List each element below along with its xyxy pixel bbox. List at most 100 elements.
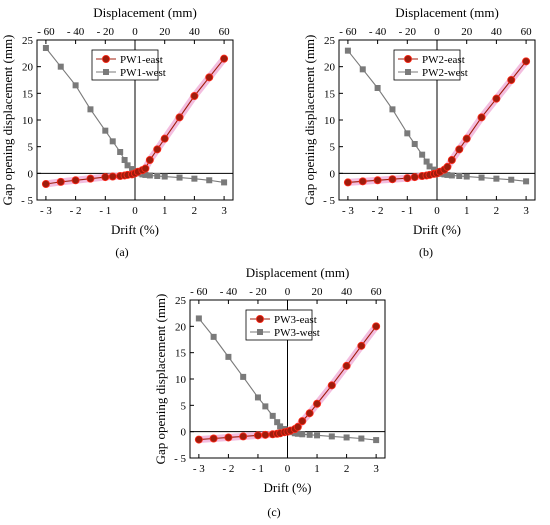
data-point: [463, 173, 470, 180]
y-tick-label: 0: [181, 427, 187, 439]
data-point: [314, 432, 321, 439]
y-tick-label: 25: [175, 295, 187, 307]
y-tick-label: 20: [324, 62, 336, 74]
x-tick-label: - 1: [252, 463, 264, 475]
data-point: [262, 403, 269, 410]
data-point: [373, 176, 382, 185]
data-point: [261, 430, 270, 439]
data-point: [327, 381, 336, 390]
data-point: [274, 419, 281, 426]
data-point: [298, 417, 307, 426]
data-point: [57, 63, 64, 70]
data-point: [493, 175, 500, 182]
data-point: [176, 174, 183, 181]
x2-tick-label: - 40: [369, 26, 387, 38]
data-point: [161, 173, 168, 180]
x2-tick-label: 0: [132, 26, 138, 38]
data-point: [508, 176, 515, 183]
data-point: [389, 106, 396, 113]
data-point: [372, 322, 381, 331]
data-point: [342, 361, 351, 370]
x-tick-label: 1: [464, 205, 470, 217]
data-point: [141, 164, 150, 173]
data-point: [328, 433, 335, 440]
x2-axis-title: Displacement (mm): [395, 5, 499, 20]
x-tick-label: - 2: [372, 205, 384, 217]
chart-panel-1: - 3 - 2 - 1 0 1 2 3 - 60 - 40 - 20 0 20 40 60 - 5 0 5 10 1…: [0, 5, 234, 259]
data-point: [101, 173, 110, 182]
data-point: [462, 134, 471, 143]
data-point: [359, 66, 366, 73]
x-tick-label: 2: [192, 205, 198, 217]
y-tick-label: - 5: [174, 453, 186, 465]
legend-entry: PW3-east: [274, 314, 317, 326]
data-point: [206, 177, 213, 184]
data-point: [343, 434, 350, 441]
x-axis-title: Drift (%): [111, 222, 159, 237]
data-point: [220, 54, 229, 63]
data-point: [71, 176, 80, 185]
data-point: [56, 177, 65, 186]
y-tick-label: 15: [175, 348, 187, 360]
x2-tick-label: 60: [371, 286, 383, 298]
data-point: [41, 179, 50, 188]
chart-panel-2: - 3 - 2 - 1 0 1 2 3 - 60 - 40 - 20 0 20 40 60 - 5 0 5 10 1…: [302, 5, 536, 259]
legend-entry: PW1-west: [120, 67, 166, 79]
data-point: [175, 113, 184, 122]
data-point: [253, 431, 262, 440]
x-tick-label: 3: [523, 205, 529, 217]
data-point: [443, 162, 452, 171]
data-point: [224, 433, 233, 442]
x-tick-label: 0: [132, 205, 138, 217]
legend-marker: [257, 329, 263, 335]
legend-marker: [255, 314, 264, 323]
legend-marker: [102, 55, 111, 64]
data-point: [426, 163, 433, 170]
data-point: [455, 145, 464, 154]
data-point: [447, 155, 456, 164]
data-point: [160, 134, 169, 143]
series-PW3-east: [194, 322, 381, 444]
data-point: [109, 138, 116, 145]
data-point: [154, 173, 161, 179]
x2-tick-label: 20: [159, 26, 171, 38]
data-point: [146, 172, 153, 179]
data-point: [444, 171, 451, 178]
y-axis-title: Gap opening displacement (mm): [0, 35, 15, 206]
y-axis-title: Gap opening displacement (mm): [302, 35, 317, 206]
panel-label: (b): [419, 245, 433, 259]
x-tick-label: - 2: [222, 463, 234, 475]
x2-tick-label: - 20: [97, 26, 115, 38]
data-point: [306, 431, 313, 438]
x-tick-label: 0: [434, 205, 440, 217]
data-point: [410, 173, 419, 182]
x-tick-label: 1: [314, 463, 320, 475]
x-axis-title: Drift (%): [413, 222, 461, 237]
data-point: [523, 178, 530, 185]
x2-tick-label: 20: [461, 26, 473, 38]
y-tick-label: 5: [181, 400, 187, 412]
x-tick-label: - 3: [342, 205, 354, 217]
data-point: [108, 172, 117, 181]
data-point: [477, 113, 486, 122]
panel-label: (c): [267, 505, 280, 519]
x-tick-label: - 3: [40, 205, 52, 217]
data-point: [294, 430, 301, 437]
panel-label: (a): [115, 245, 128, 259]
y-tick-label: 0: [330, 168, 336, 180]
legend-entry: PW3-west: [274, 327, 320, 339]
x2-tick-label: 0: [434, 26, 440, 38]
x2-tick-label: - 40: [67, 26, 85, 38]
data-point: [42, 45, 49, 51]
chart-panel-3: - 3 - 2 - 1 0 1 2 3 - 60 - 40 - 20 0 20 40 60 - 5 0 5 10 1…: [153, 265, 386, 519]
y-tick-label: 5: [330, 142, 336, 154]
data-point: [299, 431, 306, 438]
series-PW2-east: [343, 57, 531, 187]
x2-axis-title: Displacement (mm): [246, 265, 350, 280]
data-point: [87, 106, 94, 113]
y-tick-label: - 5: [323, 195, 335, 207]
